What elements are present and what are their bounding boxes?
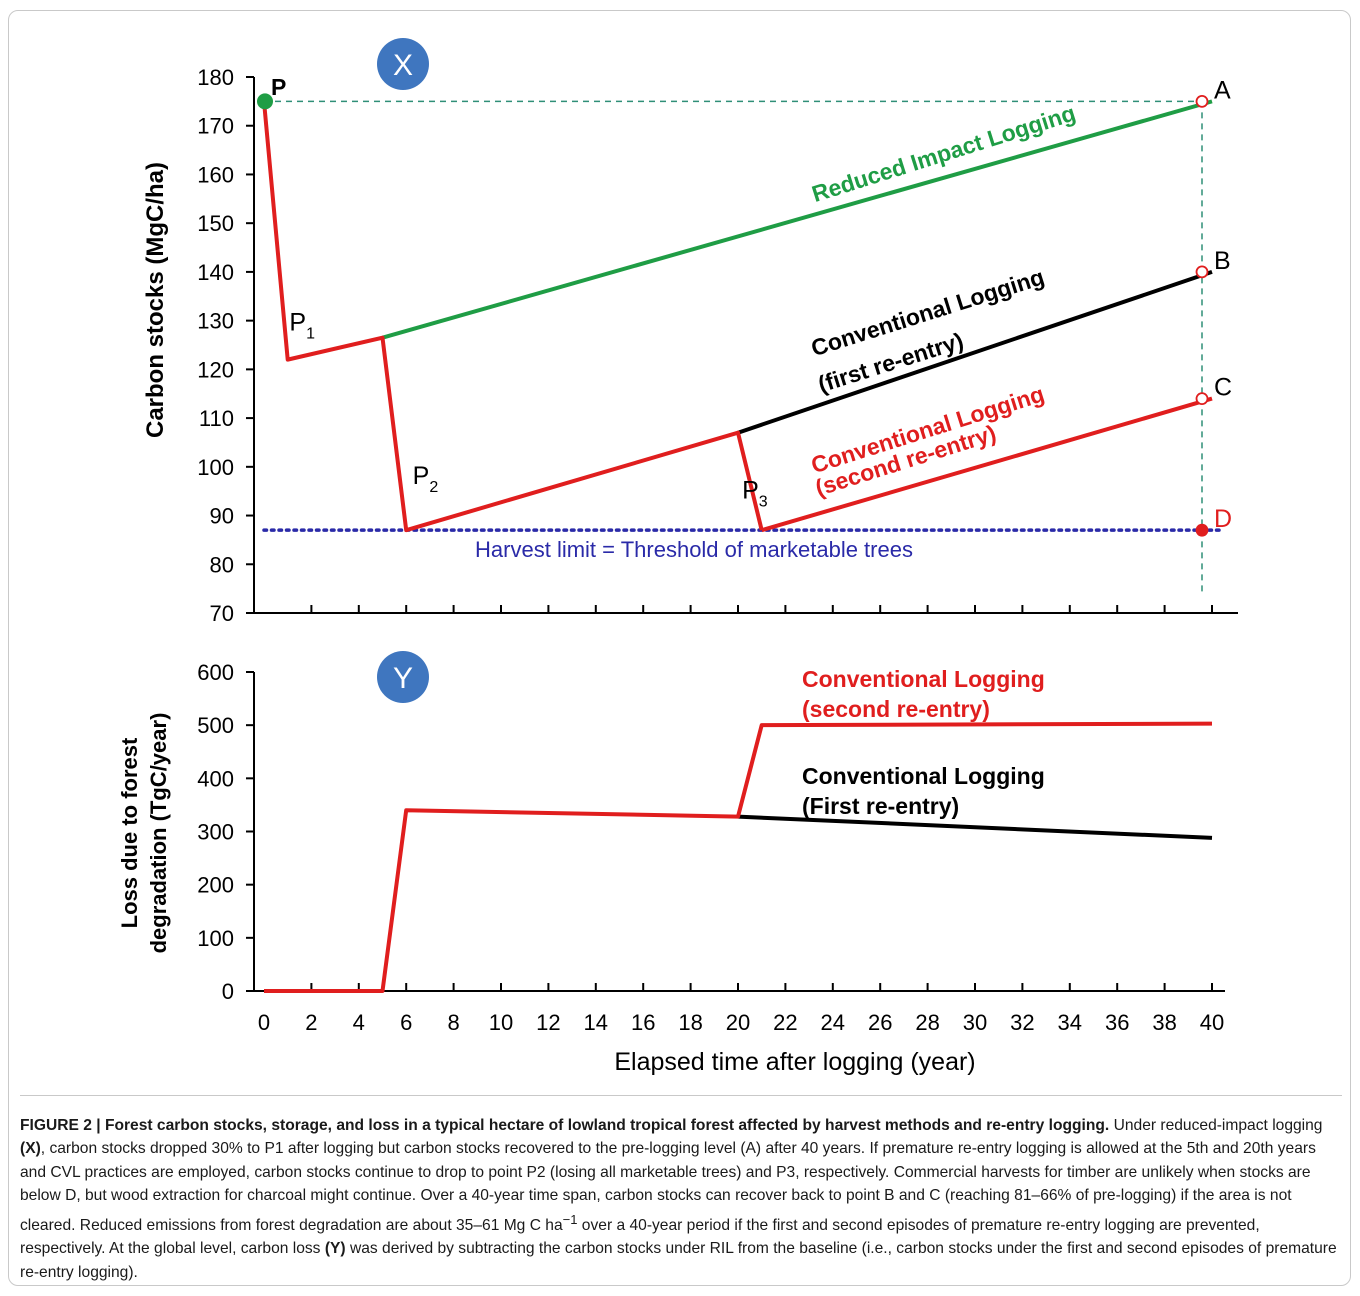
panel-x-badge-label: X [393,49,413,82]
y-panel-y-tick-label: 300 [197,820,234,845]
point-p-marker [257,93,273,110]
y-panel-y-tick-label: 0 [222,979,234,1004]
x-panel-y-axis-label: Carbon stocks (MgC/ha) [142,162,169,438]
x-tick-label: 4 [353,1010,365,1035]
harvest-limit-label: Harvest limit = Threshold of marketable … [475,537,913,562]
y-panel-y-tick-label: 100 [197,926,234,951]
x-tick-label: 34 [1058,1010,1082,1035]
panel-x-badge [377,38,429,90]
x-tick-label: 14 [584,1010,608,1035]
y-panel-y-axis-label-line-2: degradation (TgC/year) [146,713,171,954]
y-panel-y-tick-label: 200 [197,873,234,898]
point-d-marker [1195,523,1209,537]
x-panel-y-tick-label: 100 [197,455,234,480]
point-c-label: C [1214,374,1232,402]
x-tick-label: 20 [726,1010,750,1035]
x-tick-label: 2 [305,1010,317,1035]
x-tick-label: 22 [773,1010,797,1035]
conventional-first-reentry-line [737,270,1213,435]
x-tick-label: 16 [631,1010,655,1035]
x-tick-label: 0 [258,1010,270,1035]
x-axis-label: Elapsed time after logging (year) [614,1048,975,1076]
x-panel-y-tick-label: 170 [197,114,234,139]
x-panel-y-tick-label: 90 [210,504,234,529]
reduced-impact-logging-line [381,99,1213,340]
x-panel-y-tick-label: 130 [197,309,234,334]
x-tick-label: 18 [678,1010,702,1035]
conventional-second-reentry-line [761,396,1213,533]
caption-text-4: was derived by subtracting the carbon st… [20,1240,1337,1281]
logging-trajectory-line [262,101,764,533]
x-tick-label: 24 [821,1010,845,1035]
point-d-label: D [1214,505,1232,533]
chart-canvas: 708090100110120130140150160170180Carbon … [117,38,1238,1076]
point-c-marker [1195,392,1209,406]
x-tick-label: 6 [400,1010,412,1035]
loss-first-series-label-line-1: Conventional Logging [802,763,1045,789]
y-panel-y-tick-label: 600 [197,660,234,685]
caption-text-2: , carbon stocks dropped 30% to P1 after … [20,1140,1316,1234]
ril-series-label: Reduced Impact Logging [809,100,1079,207]
caption-bold-x: (X) [20,1140,41,1158]
point-p-label: P [271,74,286,100]
y-panel-y-axis-label-line-1: Loss due to forest [117,737,142,928]
x-tick-label: 8 [447,1010,459,1035]
loss-first-series-label-line-2: (First re-entry) [802,793,959,819]
x-tick-label: 30 [963,1010,987,1035]
point-a-marker [1195,94,1209,108]
loss-second-series-label-line-1: Conventional Logging [802,666,1045,692]
annotation-p1: P1 [289,308,315,342]
loss-conventional-second-reentry-line [264,721,1213,993]
x-panel-y-tick-label: 160 [197,162,234,187]
caption-bold-y: (Y) [324,1240,346,1258]
annotation-p2: P2 [413,462,439,496]
x-tick-label: 28 [915,1010,939,1035]
caption-superscript: −1 [562,1211,578,1227]
x-panel-y-tick-label: 80 [210,552,234,577]
point-b-label: B [1214,247,1231,275]
x-panel-y-tick-label: 110 [199,406,234,431]
x-tick-label: 40 [1200,1010,1224,1035]
point-a-label: A [1214,76,1231,104]
figure-frame [8,10,1351,1286]
x-panel-y-tick-label: 180 [197,65,234,90]
y-panel-y-tick-label: 400 [197,766,234,791]
point-b-marker [1195,265,1209,279]
x-panel-y-tick-label: 70 [210,601,234,626]
x-tick-label: 38 [1152,1010,1176,1035]
figure-caption: FIGURE 2 | Forest carbon stocks, storage… [20,1114,1342,1284]
x-tick-label: 32 [1010,1010,1034,1035]
x-tick-label: 36 [1105,1010,1129,1035]
annotation-p3: P3 [742,476,768,510]
x-tick-label: 10 [489,1010,513,1035]
loss-second-series-label-line-2: (second re-entry) [802,696,990,722]
caption-divider [20,1095,1342,1096]
x-panel-y-tick-label: 120 [197,357,234,382]
caption-title: FIGURE 2 | Forest carbon stocks, storage… [20,1117,1110,1134]
caption-text-1: Under reduced-impact logging [1109,1117,1323,1134]
x-tick-label: 26 [868,1010,892,1035]
panel-y-badge-label: Y [393,662,413,695]
x-panel-y-tick-label: 150 [197,211,234,236]
loss-conventional-first-reentry-line [737,814,1213,840]
x-tick-label: 12 [536,1010,560,1035]
panel-y-badge [377,651,429,703]
caption-text-3: over a 40-year period if the first and s… [20,1216,1260,1258]
y-panel-y-tick-label: 500 [197,713,234,738]
x-panel-y-tick-label: 140 [197,260,234,285]
